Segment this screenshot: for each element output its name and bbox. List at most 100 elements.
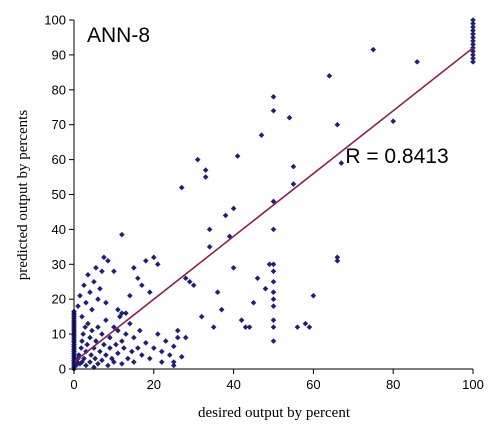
data-point <box>270 107 277 114</box>
data-point <box>210 324 217 330</box>
data-point <box>73 362 79 369</box>
data-point <box>170 343 177 350</box>
data-point <box>143 258 149 264</box>
data-point <box>99 268 105 275</box>
data-point <box>182 275 189 282</box>
data-point <box>125 355 131 362</box>
y-tick-label: 10 <box>52 327 66 342</box>
data-point <box>83 362 89 369</box>
data-point <box>95 296 101 302</box>
data-point <box>174 334 181 341</box>
data-point <box>81 282 87 289</box>
data-point <box>127 292 133 299</box>
data-point <box>470 24 476 30</box>
data-point <box>80 331 86 337</box>
data-point <box>470 41 476 48</box>
data-point <box>206 244 213 250</box>
data-point <box>92 355 98 362</box>
data-point <box>162 338 169 344</box>
y-tick-label: 0 <box>59 362 66 377</box>
data-point <box>105 362 111 369</box>
y-tick-label: 50 <box>52 187 66 202</box>
data-point <box>151 254 157 261</box>
data-point <box>470 38 476 44</box>
data-point <box>334 258 341 264</box>
data-point <box>88 352 94 358</box>
fit-line <box>73 47 474 363</box>
data-point <box>147 355 153 362</box>
data-point <box>310 292 317 299</box>
data-point <box>218 306 225 313</box>
data-point <box>158 359 165 365</box>
axes <box>69 19 474 374</box>
data-point <box>214 289 221 296</box>
data-point <box>286 114 293 121</box>
data-point <box>246 324 253 330</box>
x-tick-label: 0 <box>70 377 77 392</box>
data-point <box>226 233 233 240</box>
data-point <box>113 341 119 348</box>
data-point <box>302 320 309 327</box>
data-point <box>87 334 93 341</box>
fit-line-layer <box>73 47 474 363</box>
data-point <box>151 345 157 351</box>
data-point <box>85 271 91 278</box>
data-point <box>270 317 277 323</box>
data-point <box>139 352 145 358</box>
x-tick-label: 20 <box>147 377 161 392</box>
data-point <box>78 345 84 351</box>
data-point <box>85 320 91 327</box>
data-point <box>123 310 129 316</box>
x-tick-label: 80 <box>386 377 400 392</box>
data-point <box>202 167 209 173</box>
data-point <box>306 324 313 330</box>
data-point <box>338 160 345 166</box>
data-point <box>139 282 145 289</box>
data-point <box>99 357 105 364</box>
y-tick-label: 20 <box>52 292 66 307</box>
data-point <box>414 59 420 65</box>
y-tick-label: 40 <box>52 222 66 237</box>
data-point <box>290 163 297 170</box>
data-point <box>97 348 103 355</box>
data-point <box>270 93 277 100</box>
data-point <box>83 348 89 355</box>
data-point <box>270 296 277 302</box>
data-point <box>390 118 396 125</box>
x-tick-label: 40 <box>226 377 240 392</box>
data-point <box>83 299 89 306</box>
data-point <box>89 306 95 313</box>
data-point <box>121 345 127 351</box>
data-point <box>230 264 237 271</box>
data-point <box>77 360 83 367</box>
data-point <box>178 184 185 191</box>
data-point <box>135 275 141 282</box>
data-point <box>93 264 99 271</box>
data-point <box>87 289 93 296</box>
data-point <box>79 338 85 344</box>
data-point <box>89 327 95 334</box>
data-point <box>101 254 107 261</box>
data-point <box>82 324 88 330</box>
data-point <box>202 174 209 180</box>
data-point <box>97 285 103 292</box>
data-point <box>75 303 81 309</box>
data-point <box>103 317 109 323</box>
y-axis-title: predicted output by percents <box>15 110 31 281</box>
data-point <box>222 212 229 219</box>
data-point <box>206 226 213 233</box>
data-point <box>270 198 277 205</box>
data-point <box>270 338 277 344</box>
data-point <box>270 303 277 309</box>
y-tick-label: 80 <box>52 82 66 97</box>
data-point <box>178 353 185 360</box>
x-axis-title: desired output by percent <box>198 405 351 421</box>
data-point <box>270 289 277 296</box>
data-point <box>270 268 277 275</box>
data-point <box>194 156 201 163</box>
data-point <box>81 355 87 362</box>
data-point <box>129 348 135 355</box>
data-point <box>79 313 85 320</box>
x-tick-labels: 0 20 40 60 80 100 <box>70 377 483 392</box>
x-tick-label: 60 <box>306 377 320 392</box>
